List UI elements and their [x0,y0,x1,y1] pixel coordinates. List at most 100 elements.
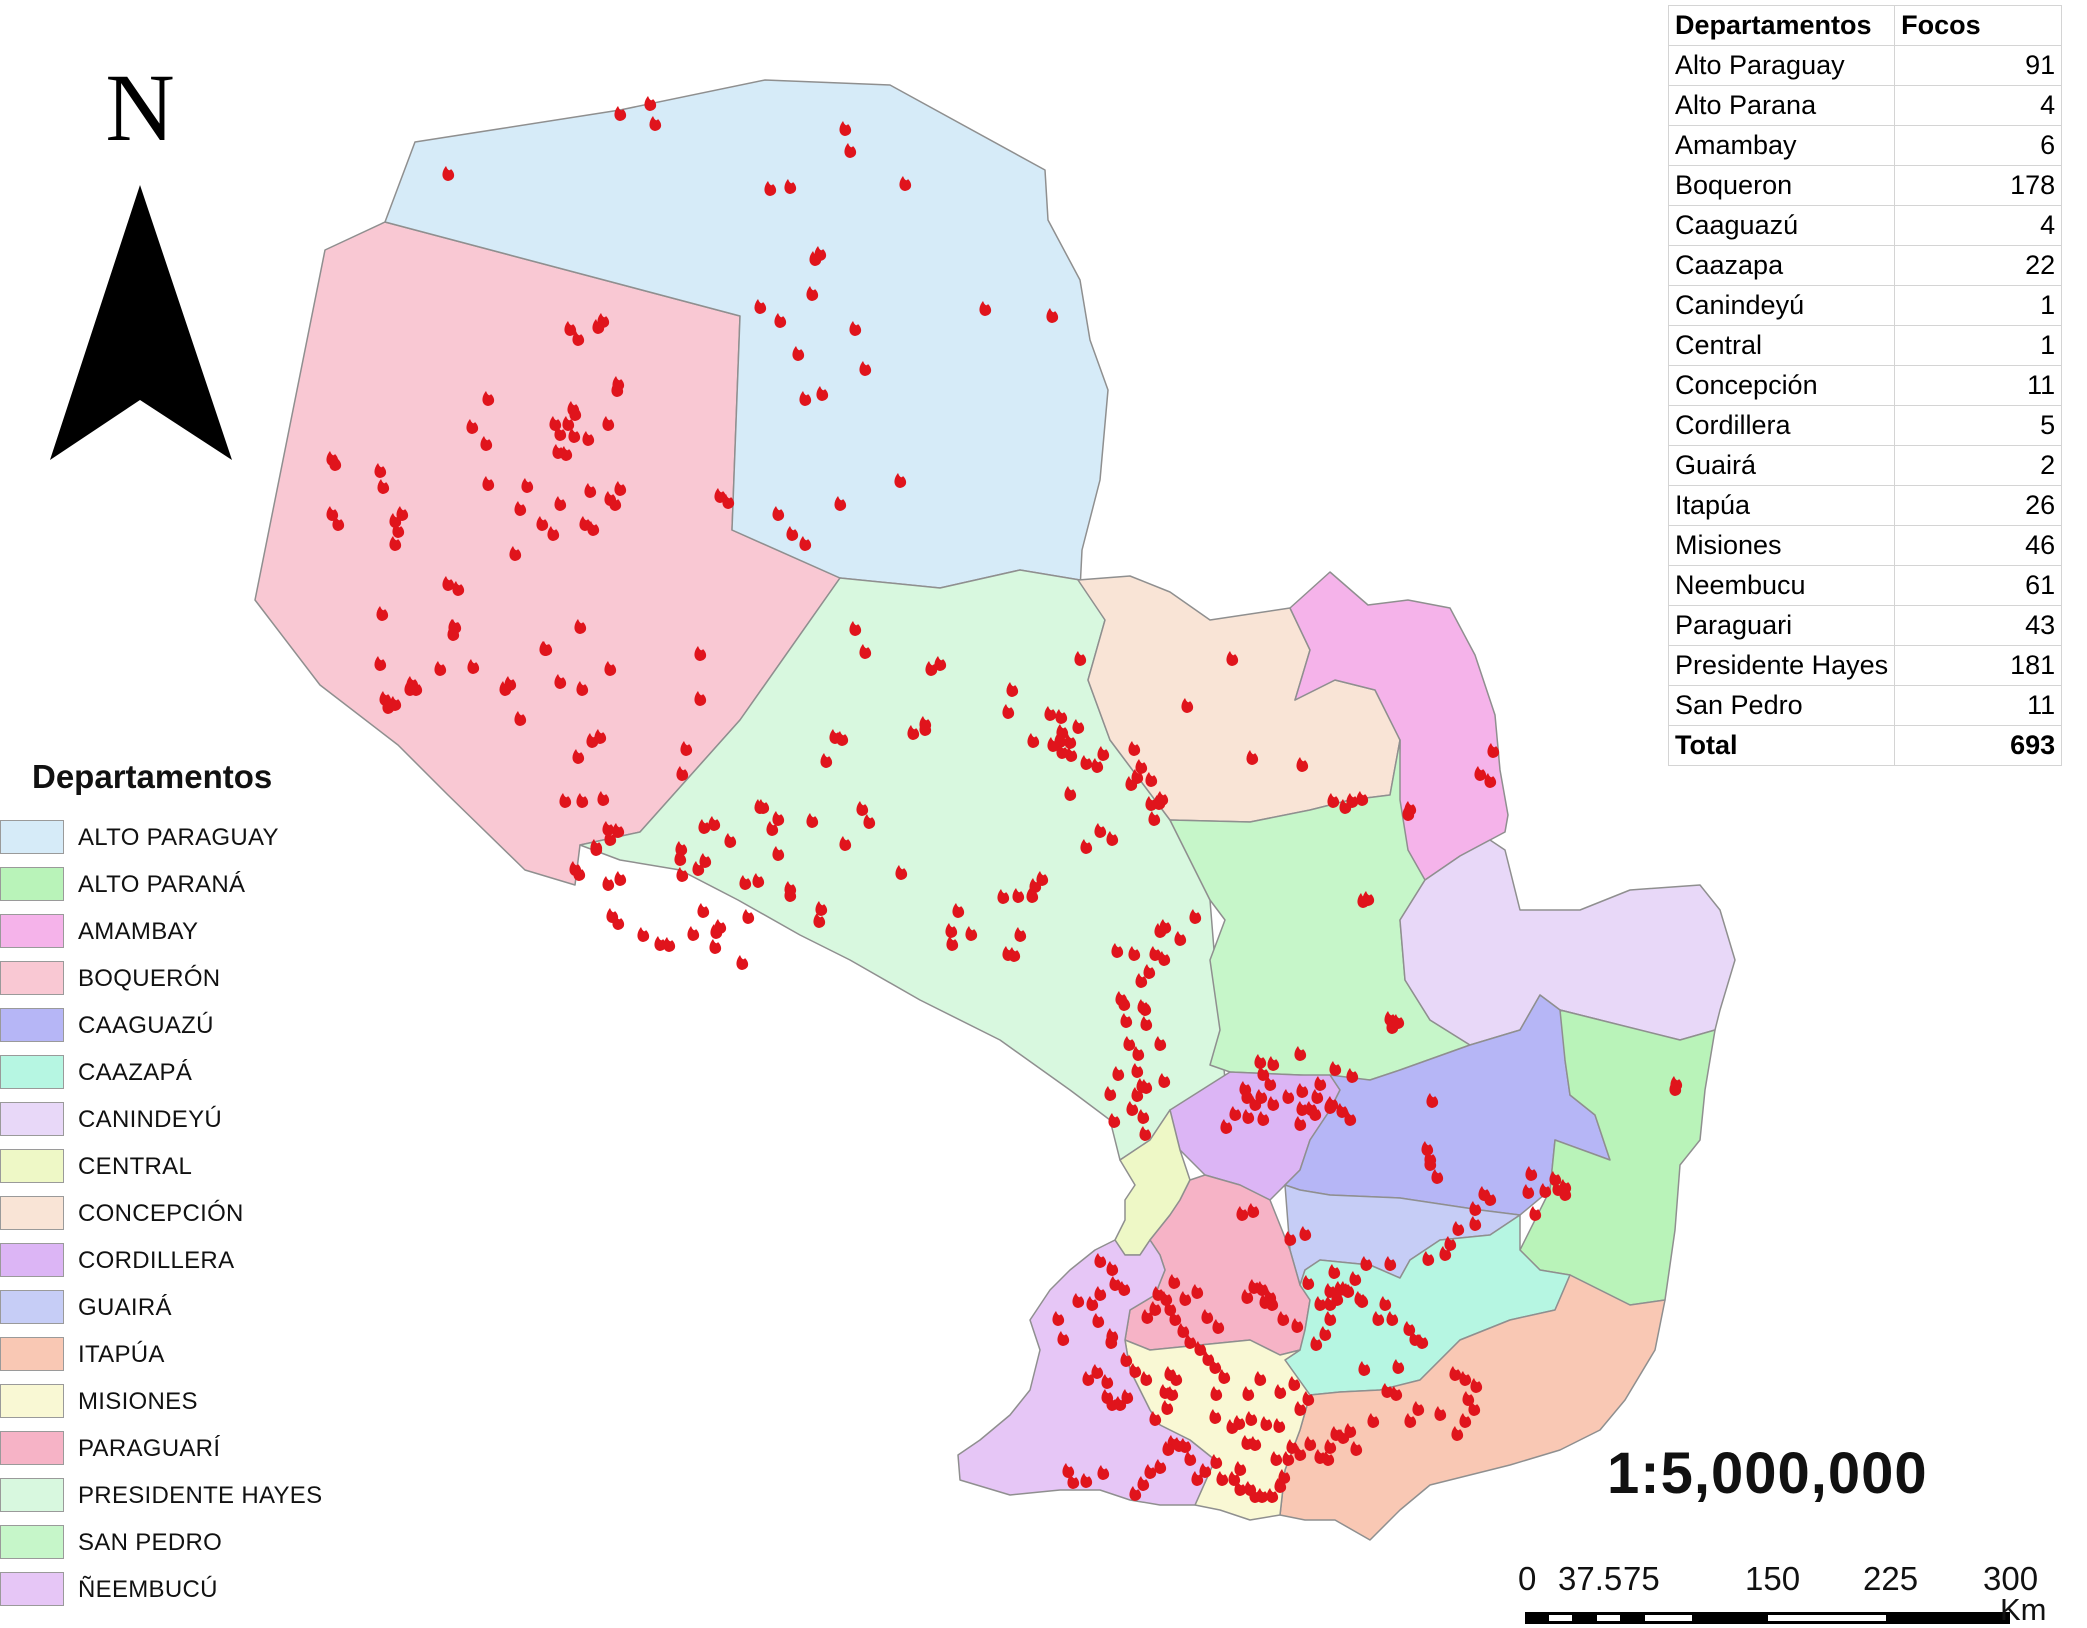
fire-icon [1282,1451,1295,1466]
fire-icon [814,246,827,261]
fire-icon [1149,1411,1162,1426]
legend-item: CENTRAL [0,1149,330,1185]
legend-label: CANINDEYÚ [78,1106,223,1133]
legend-swatch [0,1055,64,1089]
legend-item: CANINDEYÚ [0,1102,330,1138]
fire-icon [1210,1386,1223,1401]
fire-icon [1233,1415,1246,1430]
fire-icon [698,819,711,834]
fire-icon [1384,1256,1397,1271]
fire-icon [1328,1264,1341,1279]
table-row: Alto Parana 4 [1667,85,2063,126]
fire-icon [1324,1311,1337,1326]
fire-icon [1097,1465,1110,1480]
fire-icon [1065,747,1078,762]
fire-icon [1449,1366,1462,1381]
fire-icon [1314,1076,1327,1091]
fire-icon [856,801,869,816]
legend-swatch [0,914,64,948]
fire-icon [1257,1111,1270,1126]
legend-swatch [0,1525,64,1559]
table-cell-departamento: Cordillera [1667,405,1896,446]
scale-bar-label: 225 [1863,1560,1919,1597]
fire-icon [1474,766,1487,781]
fire-icon [1055,709,1068,724]
fire-icon [714,919,727,934]
fire-icon [1086,1296,1099,1311]
fire-icon [1118,1281,1131,1296]
fire-icon [1174,931,1187,946]
table-cell-departamento: Boqueron [1667,165,1896,206]
fire-icon [1462,1391,1475,1406]
fire-icon [1161,1400,1174,1415]
fire-icon [1254,1054,1267,1069]
scale-bar-label: 150 [1745,1560,1801,1597]
table-row: Canindeyú 1 [1667,285,2063,326]
fire-icon [774,313,787,328]
fire-icon [1358,1361,1371,1376]
legend-label: CENTRAL [78,1153,193,1180]
legend-swatch [0,1008,64,1042]
legend-label: ALTO PARAGUAY [78,824,279,851]
table-cell-departamento: Presidente Hayes [1667,645,1896,686]
fire-icon [1168,1274,1181,1289]
fire-icon [1137,999,1150,1014]
fire-icon [699,853,712,868]
fire-icon [1416,1334,1429,1349]
table-row: Concepción 11 [1667,365,2063,406]
table-cell-departamento: Paraguari [1667,605,1896,646]
fire-icon [612,915,625,930]
table-cell-departamento: Amambay [1667,125,1896,166]
table-row: Alto Paraguay 91 [1667,45,2063,86]
fire-icon [389,536,402,551]
fire-icon [1162,1441,1175,1456]
fire-icon [1121,1389,1134,1404]
fire-icon [572,331,585,346]
fire-icon [1177,1323,1190,1338]
fire-icon [1305,1101,1318,1116]
fire-icon [1080,755,1093,770]
fire-icon [1006,682,1019,697]
fire-icon [1135,759,1148,774]
scale-bar-label: 37.5 [1558,1560,1623,1597]
fire-icon [1324,1283,1337,1298]
fire-icon [859,644,872,659]
table-cell-departamento: San Pedro [1667,685,1896,726]
legend-item: ALTO PARAGUAY [0,820,330,856]
fire-icon [1111,943,1124,958]
scale-bar-label: 300 [1983,1560,2039,1597]
fire-icon [1469,1216,1482,1231]
fire-icon [1431,1169,1444,1184]
fire-icon [1212,1319,1225,1334]
fire-icon [1422,1251,1435,1266]
fire-icon [1241,1289,1254,1304]
fire-icon [813,913,826,928]
fire-icon [1266,1488,1279,1503]
fire-icon [925,661,938,676]
fire-icon [786,526,799,541]
fire-icon [536,516,549,531]
fire-icon [1267,1096,1280,1111]
fire-icon [377,479,390,494]
fire-icon [1082,1371,1095,1386]
region-canindeyu [1399,839,1736,1046]
table-row: Itapúa 26 [1667,485,2063,526]
fire-icon [736,955,749,970]
table-cell-departamento: Guairá [1667,445,1896,486]
legend-item: MISIONES [0,1384,330,1420]
fire-icon [1357,893,1370,908]
fire-icon [1412,1401,1425,1416]
fire-icon [482,391,495,406]
fire-icon [1143,964,1156,979]
table-total-label: Total [1667,725,1896,766]
fire-icon [1296,1101,1309,1116]
fire-icon [694,646,707,661]
fire-icon [1057,1331,1070,1346]
north-arrow-icon [50,185,232,460]
fire-icon [1278,1469,1291,1484]
fire-icon [1159,919,1172,934]
fire-icon [1322,1451,1335,1466]
fire-icon [1064,786,1077,801]
fire-icon [442,166,455,181]
fire-icon [663,937,676,952]
